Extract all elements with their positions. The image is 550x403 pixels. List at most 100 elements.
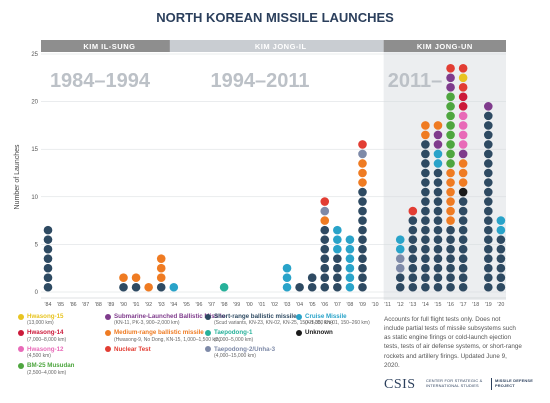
dot-mrbm — [156, 273, 166, 283]
x-tick-label: '03 — [284, 302, 291, 308]
era-header — [41, 40, 178, 52]
dot-srbm — [484, 206, 493, 216]
legend-text: Unknown — [305, 329, 333, 336]
dot-srbm — [395, 282, 405, 292]
dot-cruise — [282, 273, 292, 283]
dot-mrbm — [144, 282, 153, 292]
dot-mrbm — [119, 273, 128, 283]
x-tick-label: '05 — [309, 302, 316, 308]
legend-item-bm25: BM-25 Musudan (2,500–4,000 km) — [18, 362, 74, 376]
dot-mrbm — [131, 273, 141, 283]
x-tick-label: '93 — [158, 302, 165, 308]
legend-text: Cruise Missile (KH-35, KN-01, 150–260 km) — [305, 313, 370, 326]
legend-text: Hwasong-15 (13,000 km) — [27, 313, 63, 326]
dot-srbm — [358, 263, 367, 273]
dot-srbm — [421, 187, 430, 197]
csis-logo: CSIS — [384, 377, 416, 392]
dot-srbm — [458, 235, 468, 244]
dot-srbm — [433, 235, 443, 244]
legend-name: Hwasong-12 — [27, 345, 64, 353]
dot-cruise — [433, 159, 443, 168]
dot-cruise — [333, 235, 342, 244]
dot-slbm — [433, 140, 443, 149]
legend-name: Cruise Missile — [305, 313, 347, 320]
dot-cruise — [345, 235, 355, 244]
x-tick-label: '12 — [397, 302, 404, 308]
dot-srbm — [484, 273, 493, 283]
legend-text: Nuclear Test — [114, 346, 151, 353]
dot-srbm — [421, 263, 430, 273]
dot-group — [43, 63, 506, 292]
x-tick-label: '08 — [346, 302, 353, 308]
dot-srbm — [496, 282, 506, 292]
x-tick-label: '95 — [183, 302, 190, 308]
dot-mrbm — [446, 206, 455, 216]
dot-srbm — [408, 254, 418, 263]
dot-nuclear — [458, 83, 468, 92]
x-tick-label: '96 — [196, 302, 203, 308]
dot-hwasong14 — [458, 92, 468, 102]
dot-srbm — [421, 168, 430, 178]
dot-hwasong12 — [458, 121, 468, 130]
dot-srbm — [458, 273, 468, 283]
legend-column-3: Short-range ballistic missile (Scud varia… — [205, 313, 333, 362]
dot-srbm — [433, 206, 443, 216]
legend-swatch — [105, 346, 111, 353]
dot-bm25 — [446, 149, 455, 159]
dot-srbm — [484, 121, 493, 130]
dot-srbm — [131, 282, 141, 292]
legend-text: Short-range ballistic missile (Scud varia… — [214, 313, 333, 326]
x-tick-label: '06 — [321, 302, 328, 308]
dot-mrbm — [358, 159, 367, 168]
x-tick-label: '04 — [296, 302, 303, 308]
dot-srbm — [421, 244, 430, 254]
legend-text: Medium-range ballistic missile (Hwasong-9… — [114, 329, 221, 342]
dot-mrbm — [446, 168, 455, 178]
dot-srbm — [421, 206, 430, 216]
legend-item-taepodong1: Taepodong-1 (2,000–5,000 km) — [205, 329, 333, 343]
dot-srbm — [358, 206, 367, 216]
dot-hwasong12 — [458, 111, 468, 121]
dot-srbm — [484, 149, 493, 159]
legend-swatch — [18, 329, 24, 336]
legend-name: Submarine-Launched Ballistic Missile — [114, 313, 226, 320]
dot-srbm — [43, 235, 53, 244]
dot-cruise — [345, 263, 355, 273]
dot-srbm — [484, 140, 493, 149]
dot-srbm — [484, 187, 493, 197]
dot-srbm — [358, 254, 367, 263]
dot-mrbm — [446, 187, 455, 197]
dot-bm25 — [446, 159, 455, 168]
dot-srbm — [358, 282, 367, 292]
x-tick-label: '89 — [107, 302, 114, 308]
legend-swatch — [205, 329, 211, 336]
dot-cruise — [345, 244, 355, 254]
dot-cruise — [345, 273, 355, 283]
legend-range: (4,500 km) — [27, 353, 51, 360]
dot-srbm — [421, 178, 430, 187]
dot-hwasong12 — [458, 130, 468, 140]
dot-srbm — [421, 140, 430, 149]
dot-srbm — [43, 254, 53, 263]
dot-srbm — [484, 178, 493, 187]
dot-srbm — [358, 235, 367, 244]
dot-srbm — [320, 254, 330, 263]
dot-taepodong2 — [395, 263, 405, 273]
legend-text: Taepodong-1 (2,000–5,000 km) — [214, 329, 253, 342]
x-tick-label: '13 — [409, 302, 416, 308]
dot-cruise — [496, 225, 506, 235]
dot-slbm — [433, 130, 443, 140]
legend-swatch — [105, 313, 111, 320]
dot-srbm — [484, 130, 493, 140]
x-tick-label: '17 — [460, 302, 467, 308]
dot-srbm — [433, 282, 443, 292]
csis-project-line-1: MISSILE DEFENSE — [495, 378, 534, 383]
dot-mrbm — [156, 254, 166, 263]
x-tick-label: '87 — [82, 302, 89, 308]
dot-slbm — [446, 83, 455, 92]
chart-title: NORTH KOREAN MISSILE LAUNCHES — [156, 10, 394, 25]
y-tick-label: 15 — [31, 147, 38, 153]
x-tick-label: '84 — [45, 302, 52, 308]
dot-srbm — [433, 178, 443, 187]
